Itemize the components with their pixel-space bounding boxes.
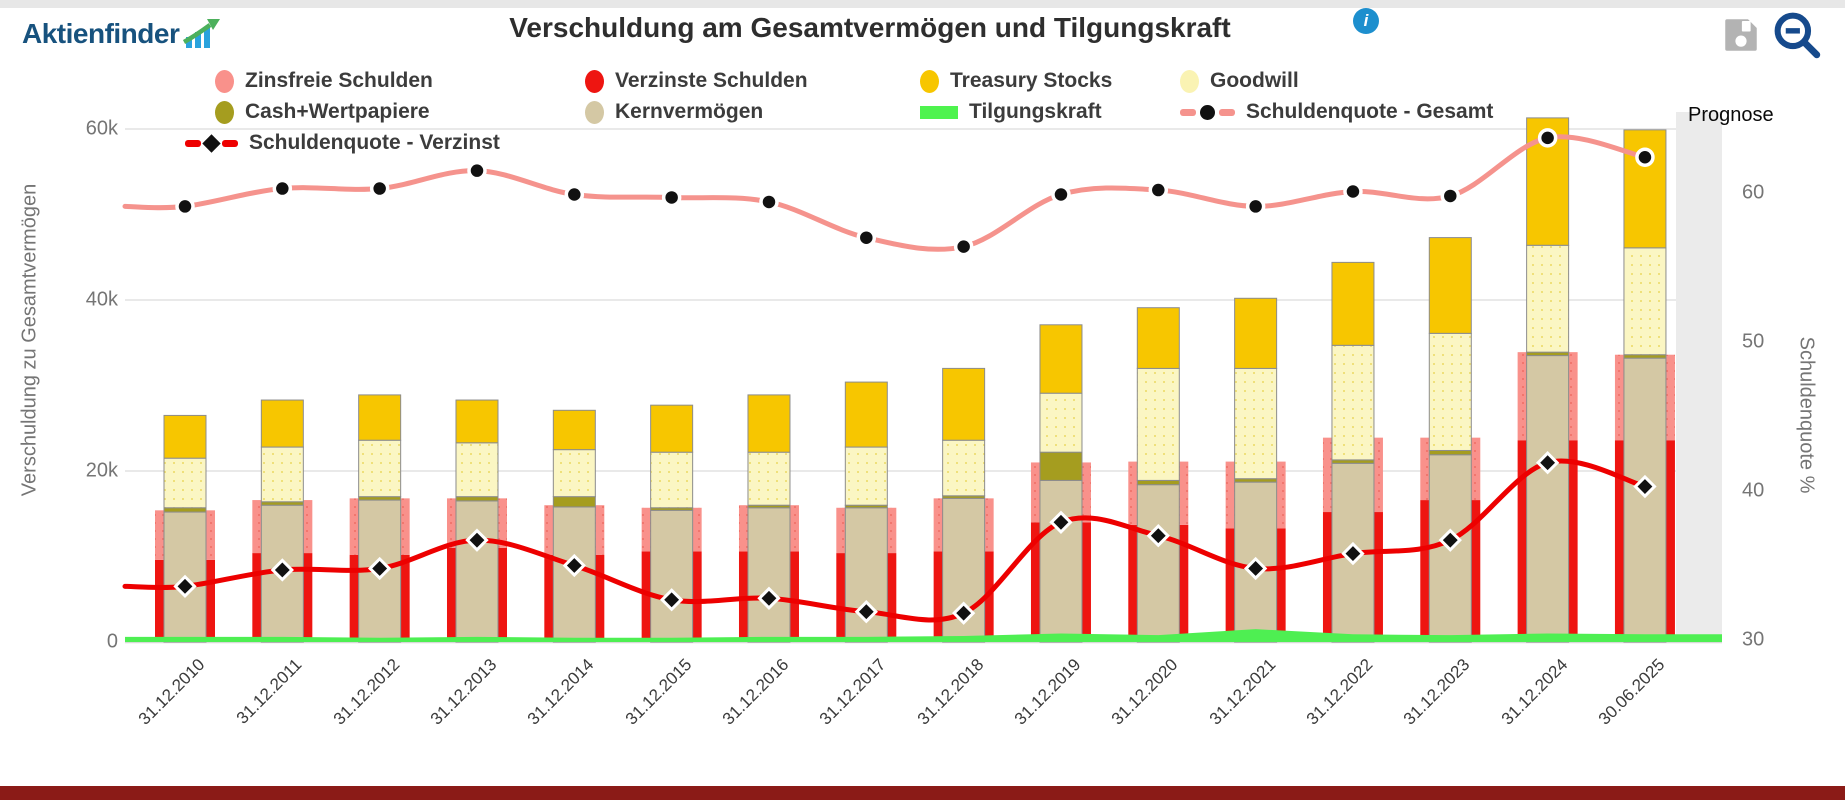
right-axis-title: Schuldenquote % (1795, 336, 1818, 494)
logo-chart-arrow-icon (183, 19, 221, 48)
svg-text:0: 0 (107, 630, 118, 652)
legend-item-kernvermögen[interactable]: Kernvermögen (585, 100, 763, 124)
svg-text:60k: 60k (86, 117, 119, 139)
svg-text:40k: 40k (86, 288, 119, 310)
legend-label: Treasury Stocks (950, 69, 1113, 92)
schuldenquote-verzinst-marker-icon (185, 133, 238, 153)
save-icon[interactable] (1720, 14, 1762, 56)
svg-text:40: 40 (1742, 479, 1764, 501)
left-axis-title: Verschuldung zu Gesamtvermögen (18, 183, 41, 497)
svg-text:50: 50 (1742, 330, 1764, 352)
legend-item-cash-wertpapiere[interactable]: Cash+Wertpapiere (215, 100, 430, 124)
legend-label: Goodwill (1210, 69, 1299, 92)
toolbar (1720, 10, 1822, 60)
prognose-label: Prognose (1688, 104, 1774, 126)
legend-label: Zinsfreie Schulden (245, 69, 433, 92)
legend-item-verzinste-schulden[interactable]: Verzinste Schulden (585, 69, 808, 93)
svg-text:20k: 20k (86, 459, 119, 481)
top-border (0, 0, 1845, 8)
legend-item-treasury-stocks[interactable]: Treasury Stocks (920, 69, 1112, 93)
goodwill-marker-icon (1180, 69, 1199, 93)
zinsfreie-schulden-marker-icon (215, 69, 234, 93)
legend-label: Kernvermögen (615, 100, 764, 123)
logo-text: Aktienfinder (22, 18, 180, 49)
legend-label: Schuldenquote - Verzinst (249, 131, 500, 154)
legend-label: Verzinste Schulden (615, 69, 808, 92)
legend-item-schuldenquote-verzinst[interactable]: Schuldenquote - Verzinst (185, 131, 500, 155)
legend: Zinsfreie Schulden Verzinste Schulden Trea… (0, 0, 1845, 165)
zoom-out-icon[interactable] (1772, 10, 1822, 60)
legend-label: Cash+Wertpapiere (245, 100, 430, 123)
verzinste-schulden-marker-icon (585, 69, 604, 93)
treasury-stocks-marker-icon (920, 69, 939, 93)
svg-text:30: 30 (1742, 628, 1764, 650)
schuldenquote-gesamt-marker-icon (1180, 104, 1235, 120)
cash-wertpapiere-marker-icon (215, 100, 234, 124)
legend-item-goodwill[interactable]: Goodwill (1180, 69, 1299, 93)
app-logo[interactable]: Aktienfinder (22, 18, 221, 50)
info-icon[interactable]: i (1353, 8, 1379, 34)
kernvermögen-marker-icon (585, 100, 604, 124)
legend-item-schuldenquote-gesamt[interactable]: Schuldenquote - Gesamt (1180, 100, 1493, 124)
legend-item-tilgungskraft[interactable]: Tilgungskraft (920, 100, 1102, 124)
tilgungskraft-marker-icon (920, 105, 958, 119)
legend-label: Tilgungskraft (969, 100, 1102, 123)
svg-text:60: 60 (1742, 181, 1764, 203)
bottom-border (0, 786, 1845, 800)
legend-item-zinsfreie-schulden[interactable]: Zinsfreie Schulden (215, 69, 433, 93)
page-title: Verschuldung am Gesamtvermögen und Tilgu… (509, 12, 1231, 43)
legend-label: Schuldenquote - Gesamt (1246, 100, 1494, 123)
